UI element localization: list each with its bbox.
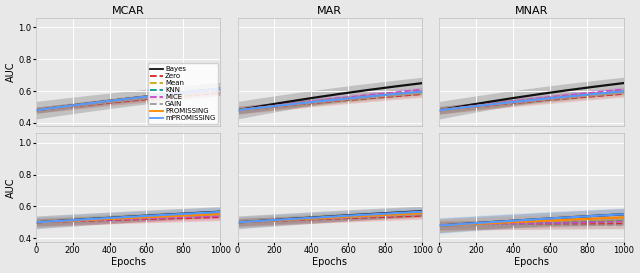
Title: MNAR: MNAR xyxy=(515,5,548,16)
X-axis label: Epochs: Epochs xyxy=(312,257,348,268)
Title: MAR: MAR xyxy=(317,5,342,16)
Title: MCAR: MCAR xyxy=(111,5,145,16)
Legend: Bayes, Zero, Mean, KNN, MICE, GAIN, PROMISSING, mPROMISSING: Bayes, Zero, Mean, KNN, MICE, GAIN, PROM… xyxy=(148,63,218,124)
Y-axis label: AUC: AUC xyxy=(6,177,15,198)
X-axis label: Epochs: Epochs xyxy=(514,257,549,268)
X-axis label: Epochs: Epochs xyxy=(111,257,145,268)
Y-axis label: AUC: AUC xyxy=(6,62,15,82)
